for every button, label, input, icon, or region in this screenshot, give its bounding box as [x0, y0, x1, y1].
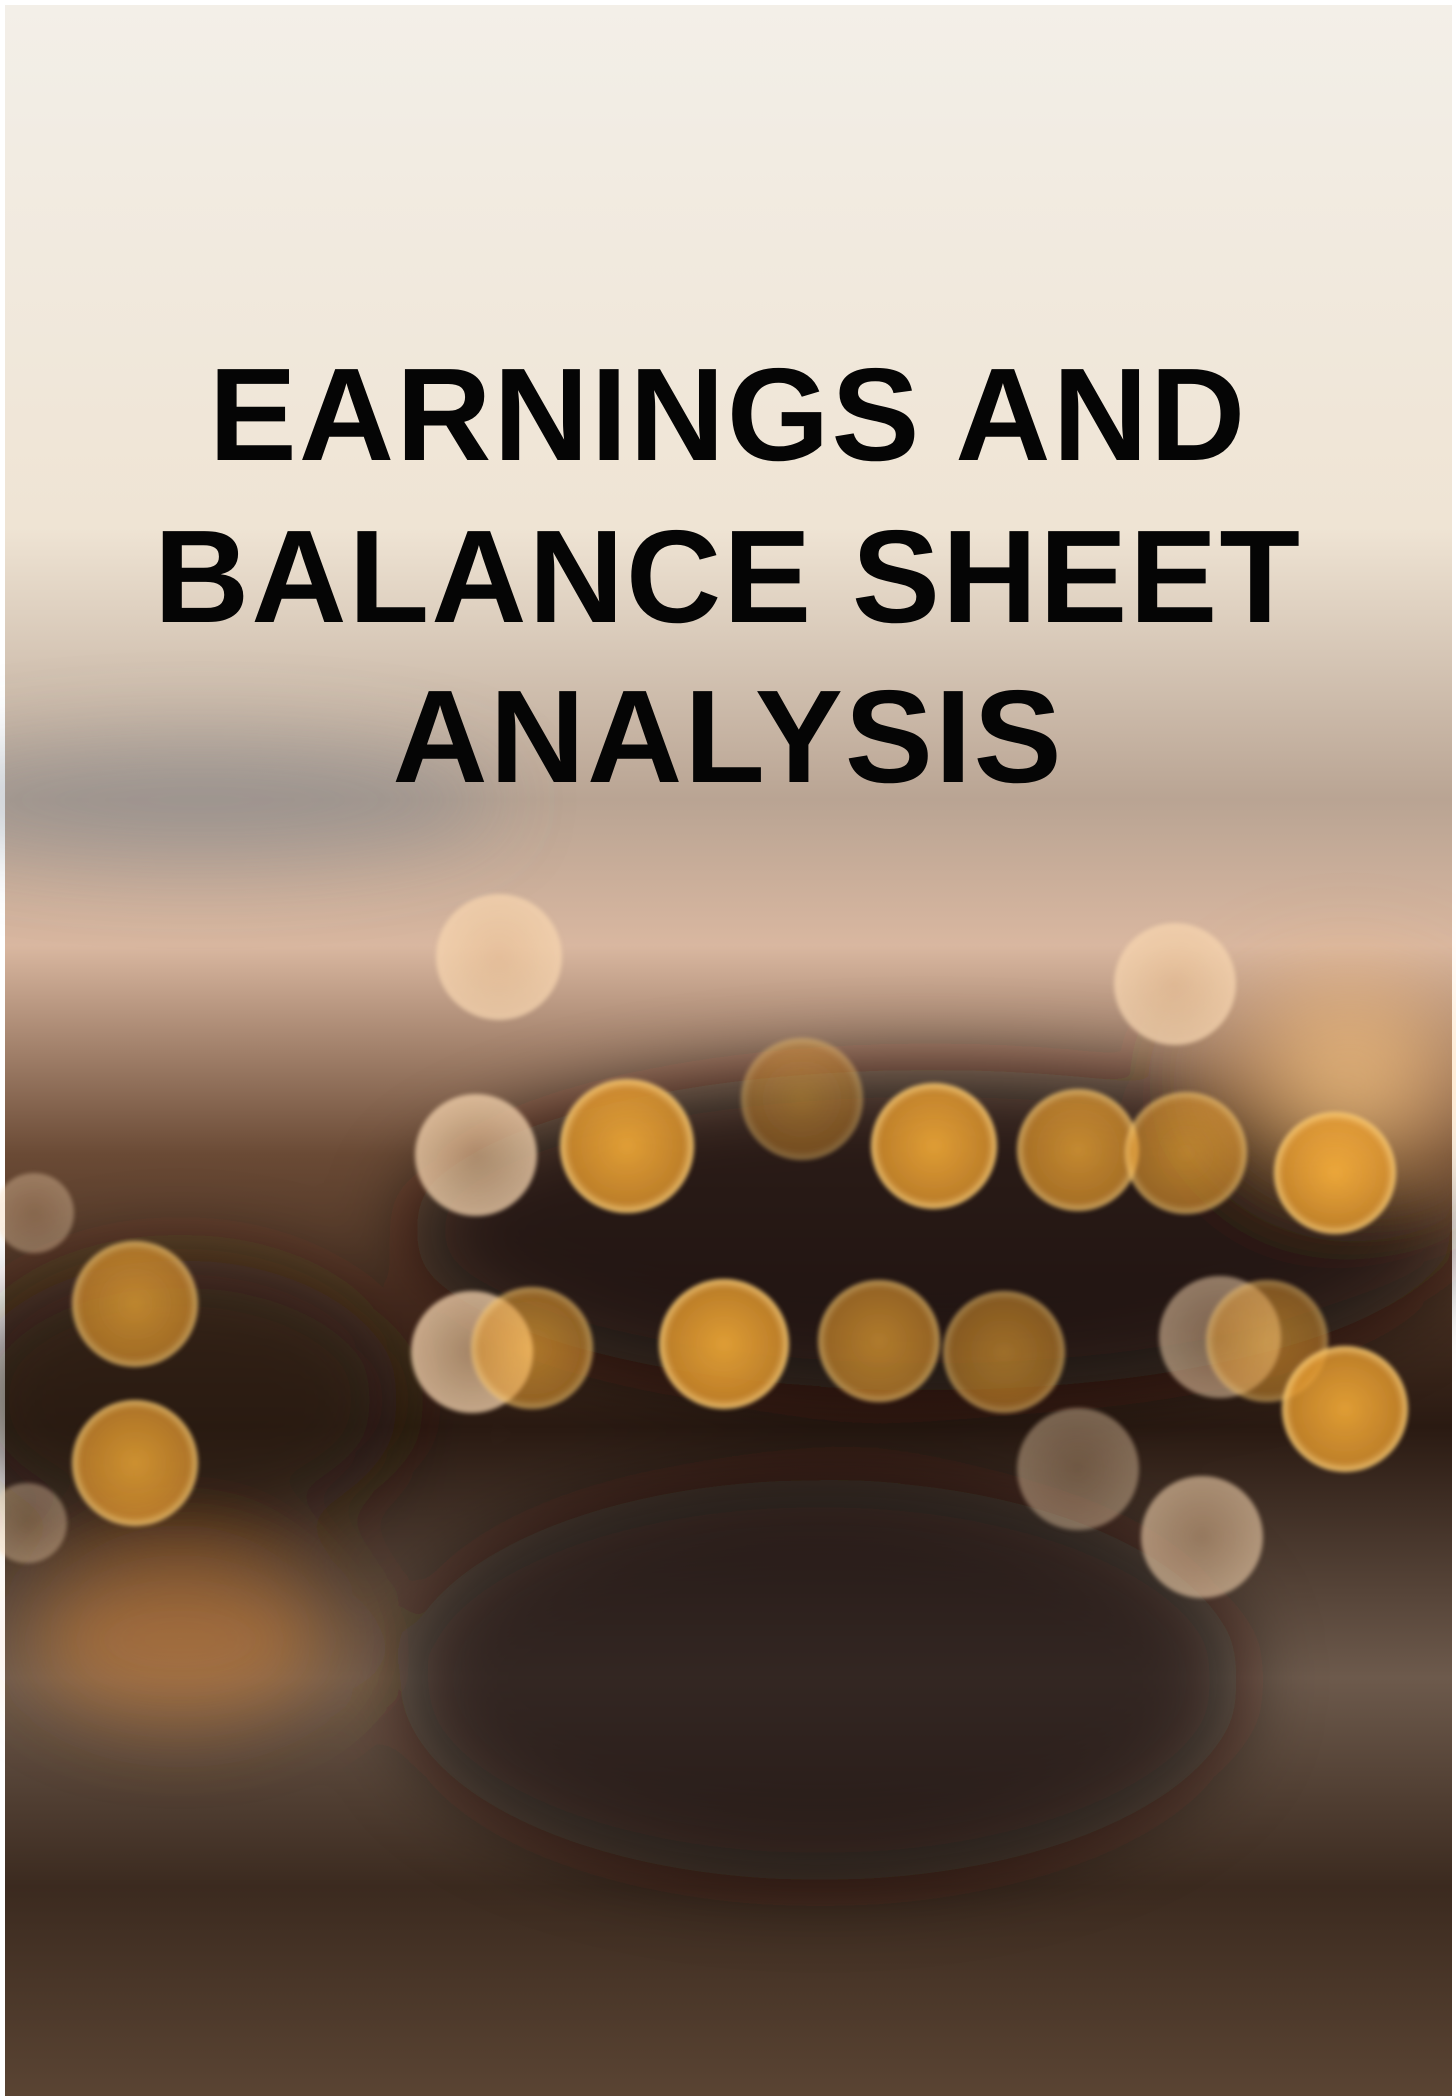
background-photo	[0, 5, 1456, 2096]
title-line: EARNINGS AND	[209, 341, 1248, 488]
title-line: ANALYSIS	[392, 663, 1063, 810]
title-line: BALANCE SHEET	[154, 503, 1302, 650]
cover-title: EARNINGS AND BALANCE SHEET ANALYSIS	[154, 341, 1302, 810]
